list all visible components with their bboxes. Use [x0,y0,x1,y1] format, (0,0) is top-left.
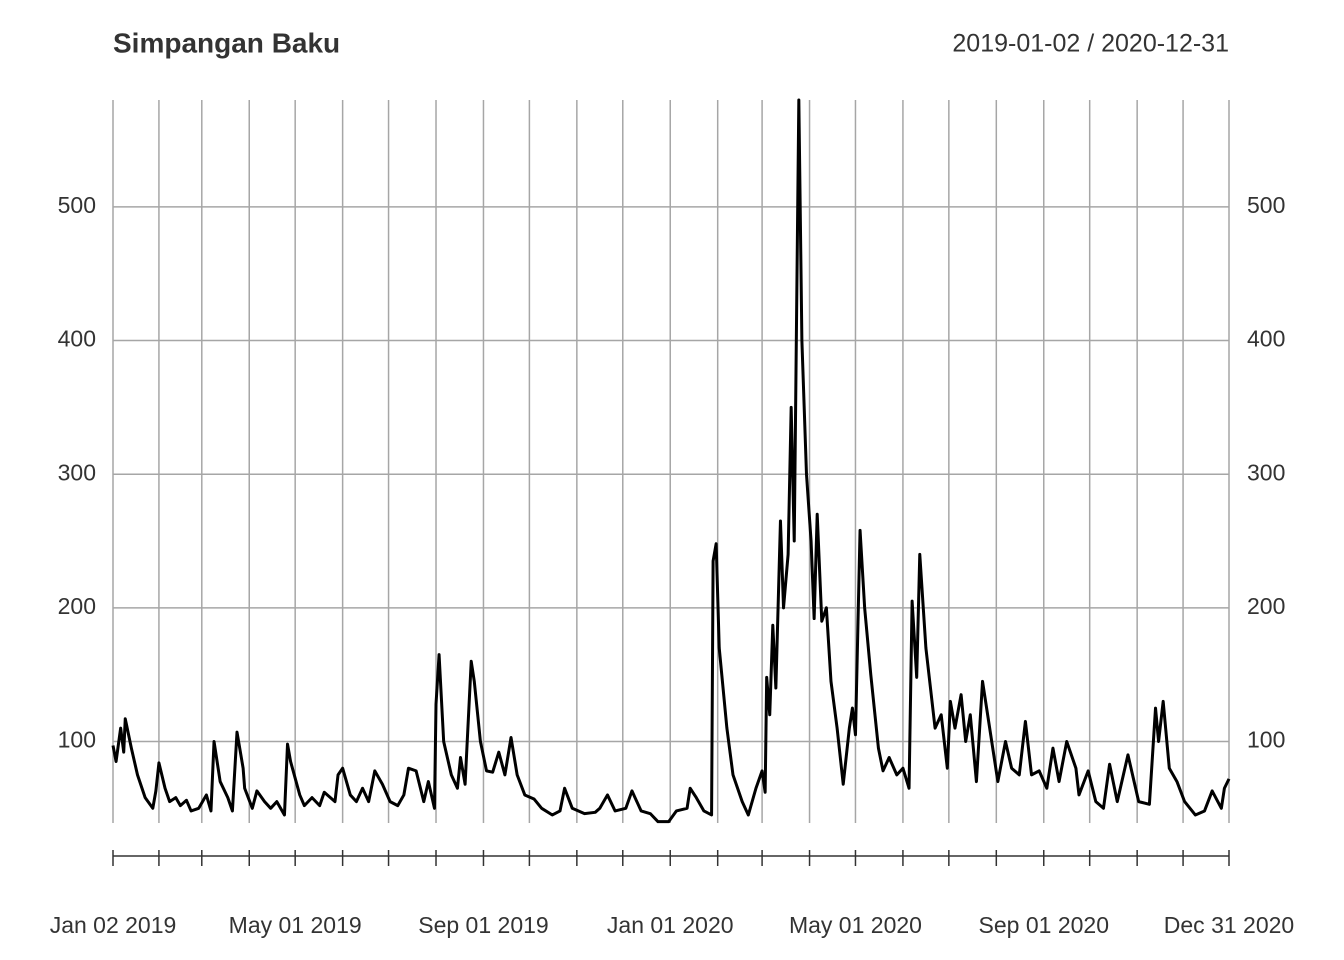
y-tick-label: 300 [58,459,96,485]
y-tick-label: 500 [58,192,96,218]
y-tick-label-right: 200 [1247,593,1285,619]
x-tick-label: Sep 01 2020 [979,912,1109,938]
y-tick-label: 200 [58,593,96,619]
y-tick-label-right: 500 [1247,192,1285,218]
x-tick-label: May 01 2020 [789,912,922,938]
x-tick-label: Sep 01 2019 [418,912,548,938]
x-tick-label: Jan 02 2019 [50,912,177,938]
y-tick-label: 400 [58,326,96,352]
x-tick-label: May 01 2019 [229,912,362,938]
x-tick-label: Jan 01 2020 [607,912,734,938]
y-tick-label-right: 400 [1247,326,1285,352]
y-tick-label-right: 300 [1247,459,1285,485]
chart-subtitle: 2019-01-02 / 2020-12-31 [952,30,1229,58]
x-tick-label: Dec 31 2020 [1164,912,1294,938]
y-tick-label: 100 [58,727,96,753]
series-line [111,98,1231,824]
y-tick-label-right: 100 [1247,727,1285,753]
chart-title: Simpangan Baku [113,27,340,58]
